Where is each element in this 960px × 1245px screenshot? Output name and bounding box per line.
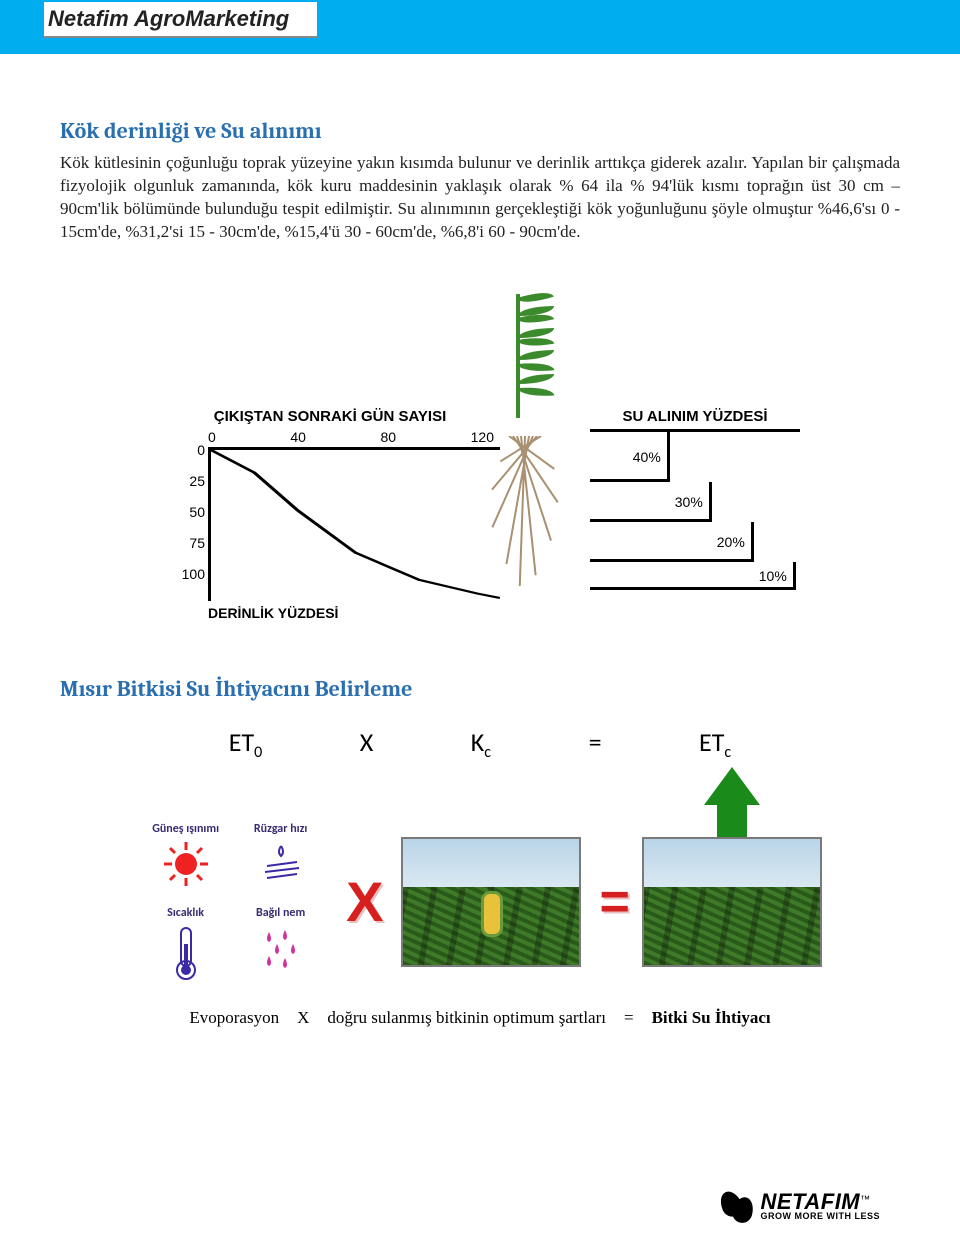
logo-brand: NETAFIM™ [761,1192,881,1212]
step-plot: 40%30%20%10% [590,429,800,597]
formula-etc: ETc [699,726,731,762]
cap-result: Bitki Su İhtiyacı [652,1008,771,1028]
water-uptake-steps: SU ALINIM YÜZDESİ 40%30%20%10% [590,408,800,597]
cap-evap: Evoporasyon [189,1008,279,1028]
logo-drop-icon [719,1189,753,1223]
brand-title: Netafim AgroMarketing [44,2,317,38]
cap-x: X [297,1008,309,1028]
xtick: 0 [208,429,216,445]
logo-tagline: GROW MORE WITH LESS [761,1212,881,1220]
crop-photo-etc [642,837,822,967]
uptake-step: 20% [590,522,754,562]
humidity-label: Bağıl nem [256,906,305,920]
left-chart-ylabel: DERİNLİK YÜZDESİ [208,605,500,621]
left-chart-title: ÇIKIŞTAN SONRAKİ GÜN SAYISI [160,408,500,425]
corn-plant-icon [494,284,542,444]
humidity-icon [257,924,305,976]
ytick: 25 [169,473,205,504]
formula-caption: Evoporasyon X doğru sulanmış bitkinin op… [60,1008,900,1028]
equals-icon: = [599,872,623,932]
root-illustration [470,436,580,596]
ytick: 75 [169,535,205,566]
xtick: 80 [381,429,397,445]
y-tick-labels: 0 25 50 75 100 [169,442,205,597]
cap-eq: = [624,1008,634,1028]
temp-label: Sıcaklık [167,906,204,920]
formula-times: X [360,726,374,758]
page-content: Kök derinliği ve Su alınımı Kök kütlesin… [0,54,960,1028]
times-icon: X [346,869,383,934]
uptake-step: 40% [590,432,670,482]
sun-icon [162,840,210,888]
depth-plot: 0 25 50 75 100 [208,447,500,601]
section1-body: Kök kütlesinin çoğunluğu toprak yüzeyine… [60,152,900,244]
wind-label: Rüzgar hızı [254,822,307,836]
sun-cell: Güneş ışınımı [138,822,233,888]
wind-cell: Rüzgar hızı [233,822,328,888]
sun-label: Güneş ışınımı [152,822,219,836]
formula-eq: = [589,726,602,758]
xtick: 40 [290,429,306,445]
et-formula: ET0 X Kc = ETc [180,726,780,762]
x-tick-labels: 0 40 80 120 [160,429,500,447]
depth-vs-days-chart: ÇIKIŞTAN SONRAKİ GÜN SAYISI 0 40 80 120 … [160,408,500,621]
crop-photo-kc [401,837,581,967]
netafim-logo: NETAFIM™ GROW MORE WITH LESS [719,1189,881,1223]
ytick: 50 [169,504,205,535]
section1-title: Kök derinliği ve Su alınımı [60,118,900,144]
section2-title: Mısır Bitkisi Su İhtiyacını Belirleme [60,676,900,702]
depth-curve [211,450,500,601]
uptake-step: 10% [590,562,796,590]
root-uptake-diagram: ÇIKIŞTAN SONRAKİ GÜN SAYISI 0 40 80 120 … [160,292,800,632]
climate-factors: Güneş ışınımı Rüzgar hızı [138,822,328,982]
ytick: 100 [169,566,205,597]
formula-kc: Kc [471,726,491,762]
ytick: 0 [169,442,205,473]
thermometer-icon [169,924,203,982]
header-bar: Netafim AgroMarketing [0,0,960,54]
arrow-up-icon [704,767,760,805]
wind-icon [257,840,305,888]
humidity-cell: Bağıl nem [233,906,328,982]
temp-cell: Sıcaklık [138,906,233,982]
uptake-step: 30% [590,482,712,522]
illustration-row: Güneş ışınımı Rüzgar hızı [60,822,900,982]
cap-cond: doğru sulanmış bitkinin optimum şartları [327,1008,606,1028]
formula-et0: ET0 [229,726,262,762]
right-chart-title: SU ALINIM YÜZDESİ [590,408,800,425]
